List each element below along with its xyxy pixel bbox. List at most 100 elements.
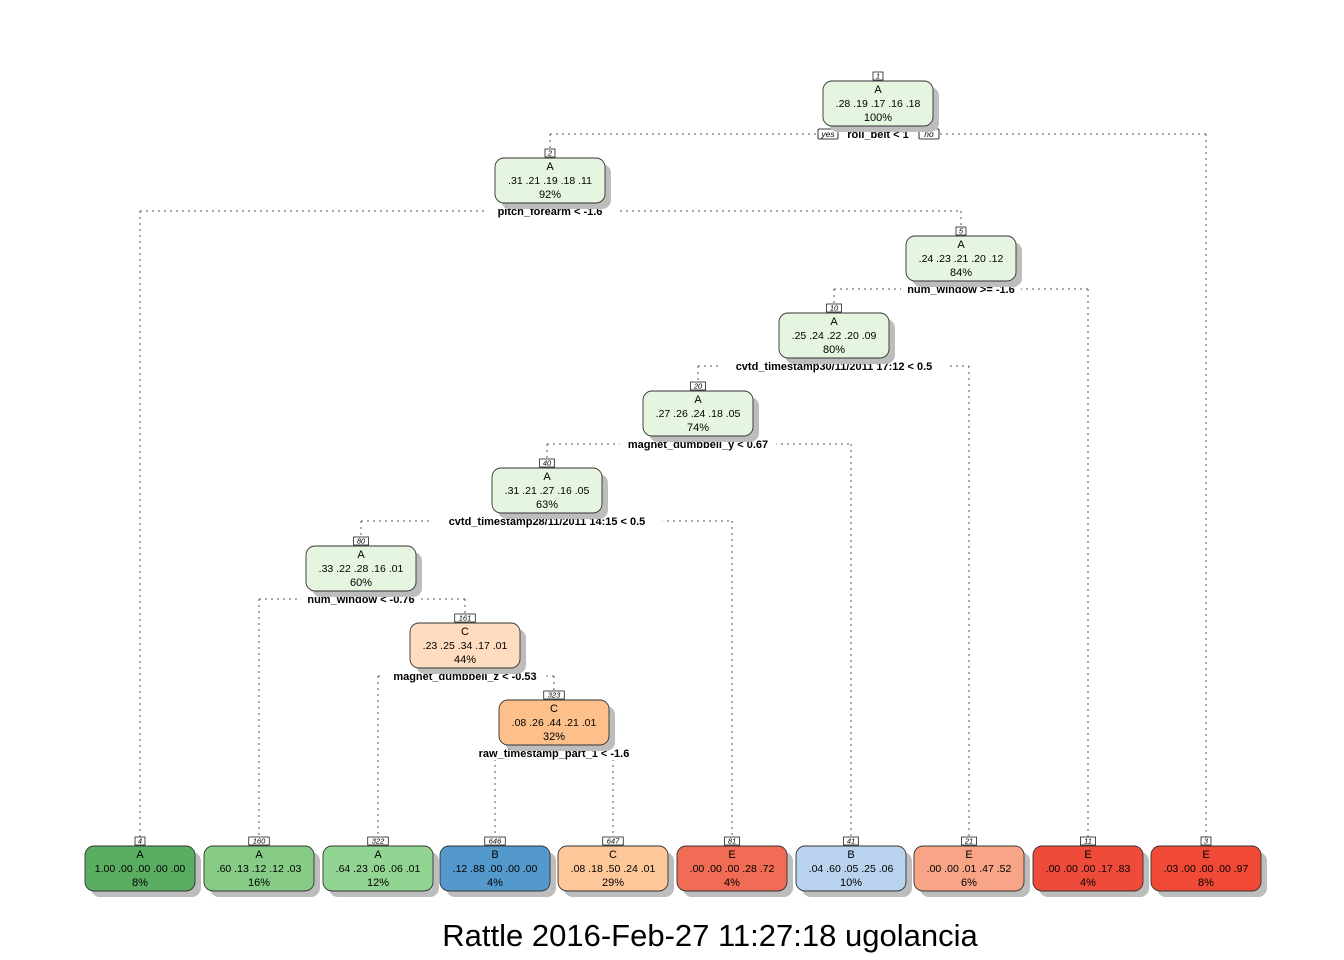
node-class-label: E [965,849,972,861]
tree-node-4: 4 A 1.00 .00 .00 .00 .00 8% [84,837,201,897]
tree-node-2: 2 A .31 .21 .19 .18 .11 92% [494,149,611,209]
node-probabilities: .12 .88 .00 .00 .00 [453,863,538,875]
tree-node-21: 21 E .00 .00 .01 .47 .52 6% [913,837,1030,897]
tree-node-20: 20 A .27 .26 .24 .18 .05 74% [642,382,759,442]
node-number: 3 [1204,837,1209,846]
tree-node-3: 3 E .03 .00 .00 .00 .97 8% [1150,837,1267,897]
node-number: 80 [357,537,366,546]
tree-node-322: 322 A .64 .23 .06 .06 .01 12% [322,837,439,897]
split-connector-1: roll_belt < 1 [549,127,1207,838]
tree-node-81: 81 E .00 .00 .00 .28 .72 4% [676,837,793,897]
tree-node-11: 11 E .00 .00 .00 .17 .83 4% [1032,837,1149,897]
node-number: 10 [830,304,839,313]
node-number: 646 [489,837,502,846]
node-number: 4 [138,837,142,846]
node-percent: 16% [248,877,270,889]
node-percent: 4% [724,877,740,889]
node-percent: 80% [823,344,845,356]
tree-node-323: 323 C .08 .26 .44 .21 .01 32% [498,691,615,751]
node-number: 1 [876,72,880,81]
node-percent: 4% [487,877,503,889]
node-class-label: A [374,849,382,861]
node-percent: 6% [961,877,977,889]
node-percent: 32% [543,731,565,743]
node-percent: 12% [367,877,389,889]
tree-node-1: 1 A .28 .19 .17 .16 .18 100% [822,72,939,132]
node-class-label: A [694,394,702,406]
node-class-label: E [1202,849,1209,861]
node-probabilities: .31 .21 .27 .16 .05 [505,485,590,497]
node-number: 322 [372,837,385,846]
node-number: 81 [728,837,736,846]
node-number: 2 [547,149,553,158]
node-percent: 8% [132,877,148,889]
tree-node-41: 41 B .04 .60 .05 .25 .06 10% [795,837,912,897]
node-number: 160 [253,837,266,846]
node-class-label: E [1084,849,1091,861]
node-percent: 74% [687,422,709,434]
node-class-label: C [609,849,617,861]
node-percent: 92% [539,189,561,201]
split-connector-323: raw_timestamp_part_1 < -1.6 [466,746,642,838]
node-number: 41 [847,837,855,846]
node-percent: 10% [840,877,862,889]
node-class-label: A [357,549,365,561]
node-number: 647 [607,837,620,846]
node-probabilities: .25 .24 .22 .20 .09 [792,330,877,342]
node-percent: 8% [1198,877,1214,889]
node-class-label: A [830,316,838,328]
node-percent: 60% [350,577,372,589]
node-probabilities: .27 .26 .24 .18 .05 [656,408,741,420]
node-class-label: A [136,849,144,861]
plot-caption: Rattle 2016-Feb-27 11:27:18 ugolancia [442,918,978,953]
node-probabilities: .08 .18 .50 .24 .01 [571,863,656,875]
branch-label-yes: yes [817,128,839,140]
node-number: 21 [964,837,973,846]
node-probabilities: .31 .21 .19 .18 .11 [508,175,592,187]
tree-node-5: 5 A .24 .23 .21 .20 .12 84% [905,227,1022,287]
node-percent: 44% [454,654,476,666]
tree-node-80: 80 A .33 .22 .28 .16 .01 60% [305,537,422,597]
node-class-label: E [728,849,735,861]
tree-node-10: 10 A .25 .24 .22 .20 .09 80% [778,304,895,364]
node-probabilities: .64 .23 .06 .06 .01 [336,863,421,875]
node-class-label: A [874,84,882,96]
node-class-label: A [255,849,263,861]
node-class-label: A [957,239,965,251]
node-class-label: A [543,471,551,483]
node-probabilities: 1.00 .00 .00 .00 .00 [95,863,186,875]
node-class-label: C [550,703,558,715]
node-number: 11 [1084,837,1092,846]
node-probabilities: .08 .26 .44 .21 .01 [512,717,597,729]
node-probabilities: .28 .19 .17 .16 .18 [836,98,921,110]
tree-node-160: 160 A .60 .13 .12 .12 .03 16% [203,837,320,897]
node-number: 323 [548,691,561,700]
node-number: 5 [959,227,964,236]
node-class-label: C [461,626,469,638]
tree-node-40: 40 A .31 .21 .27 .16 .05 63% [491,459,608,519]
node-class-label: B [847,849,854,861]
svg-text:no: no [924,129,934,139]
node-percent: 84% [950,267,972,279]
node-probabilities: .23 .25 .34 .17 .01 [423,640,508,652]
node-probabilities: .00 .00 .00 .17 .83 [1046,863,1131,875]
node-percent: 29% [602,877,624,889]
node-number: 40 [543,459,552,468]
node-probabilities: .60 .13 .12 .12 .03 [217,863,302,875]
node-probabilities: .04 .60 .05 .25 .06 [809,863,894,875]
node-class-label: A [546,161,554,173]
node-percent: 100% [864,112,892,124]
node-number: 161 [459,614,472,623]
node-probabilities: .24 .23 .21 .20 .12 [919,253,1004,265]
svg-text:yes: yes [820,129,835,139]
node-percent: 63% [536,499,558,511]
tree-node-161: 161 C .23 .25 .34 .17 .01 44% [409,614,526,674]
node-probabilities: .33 .22 .28 .16 .01 [319,563,404,575]
tree-node-647: 647 C .08 .18 .50 .24 .01 29% [557,837,674,897]
node-number: 20 [693,382,703,391]
node-probabilities: .00 .00 .01 .47 .52 [927,863,1012,875]
node-probabilities: .00 .00 .00 .28 .72 [690,863,775,875]
tree-node-646: 646 B .12 .88 .00 .00 .00 4% [439,837,556,897]
node-class-label: B [491,849,498,861]
